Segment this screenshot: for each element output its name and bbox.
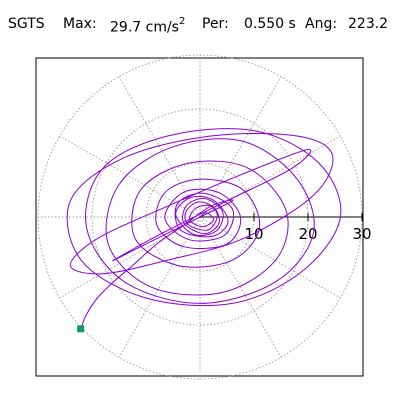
max-label: Max: bbox=[63, 16, 97, 32]
max-unit: cm/s bbox=[145, 19, 179, 36]
station-code: SGTS bbox=[8, 16, 45, 32]
grid-spoke-120 bbox=[118, 76, 201, 218]
radial-tick-label-30: 30 bbox=[352, 225, 371, 243]
plot-frame bbox=[35, 57, 364, 377]
grid-spoke-150 bbox=[59, 135, 201, 218]
period-label: Per: bbox=[202, 16, 229, 32]
trace-end-marker bbox=[77, 325, 85, 333]
period-value: 0.550 s bbox=[244, 16, 296, 32]
grid-spoke-30 bbox=[199, 135, 341, 218]
grid-spoke-60 bbox=[199, 76, 282, 218]
max-value: 29.7 cm/s2 bbox=[110, 14, 185, 38]
orbit-trace bbox=[66, 128, 342, 329]
max-number: 29.7 bbox=[110, 19, 142, 36]
grid-spoke-330 bbox=[199, 216, 341, 299]
grid-spoke-240 bbox=[118, 216, 201, 358]
angle-value: 223.2 bbox=[348, 16, 389, 32]
grid-spoke-300 bbox=[199, 216, 282, 358]
radial-tick-label-20: 20 bbox=[298, 225, 317, 243]
max-unit-exponent: 2 bbox=[178, 16, 186, 27]
angle-label: Ang: bbox=[305, 16, 338, 32]
chart-header: SGTS Max: 29.7 cm/s2 Per: 0.550 s Ang: 2… bbox=[0, 0, 400, 46]
orbit-trace-group bbox=[66, 128, 342, 333]
grid-spoke-210 bbox=[59, 216, 201, 299]
